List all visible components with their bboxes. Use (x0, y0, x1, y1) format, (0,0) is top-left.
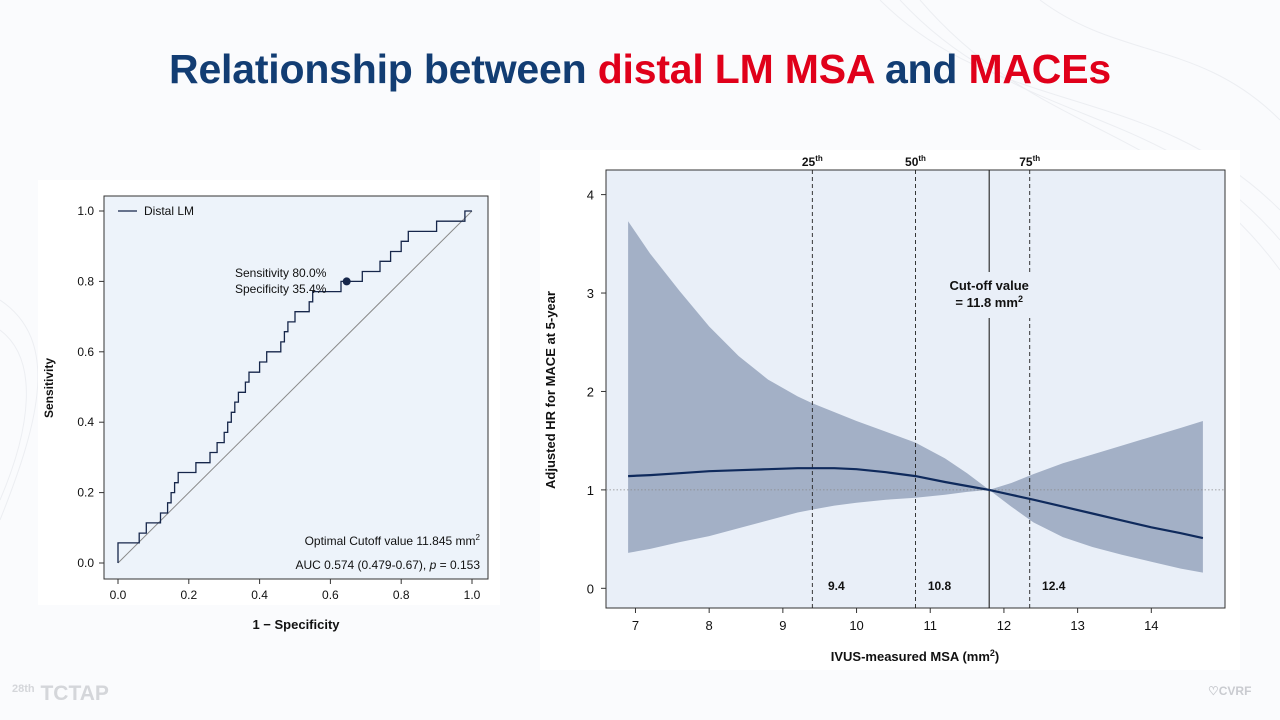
title-part-1: Relationship between (169, 46, 598, 92)
roc-cutoff-annotation: Optimal Cutoff value 11.845 mm2 (305, 533, 481, 548)
title-part-4: MACEs (968, 46, 1111, 92)
roc-y-tick-label: 0.2 (77, 486, 94, 500)
spline-cutoff-label-line2: = 11.8 mm2 (955, 294, 1023, 310)
roc-x-tick-label: 0.4 (251, 588, 268, 602)
roc-x-tick-label: 0.2 (180, 588, 197, 602)
spline-y-tick-label: 3 (587, 286, 594, 301)
roc-y-tick-label: 0.6 (77, 345, 94, 359)
spline-y-tick-label: 4 (587, 188, 594, 203)
spline-x-tick-label: 8 (706, 618, 713, 633)
spline-x-tick-label: 10 (849, 618, 863, 633)
roc-reference-line (117, 210, 473, 564)
spline-percentile-value: 10.8 (928, 579, 952, 593)
spline-x-tick-label: 12 (997, 618, 1011, 633)
roc-x-tick-label: 1.0 (464, 588, 481, 602)
spline-y-tick-label: 0 (587, 581, 594, 596)
spline-x-tick-label: 9 (779, 618, 786, 633)
roc-y-tick-label: 1.0 (77, 204, 94, 218)
spline-x-tick-label: 7 (632, 618, 639, 633)
spline-percentile-value: 12.4 (1042, 579, 1066, 593)
slide-title: Relationship between distal LM MSA and M… (0, 46, 1280, 93)
spline-x-tick-label: 14 (1144, 618, 1158, 633)
roc-optimal-point (342, 277, 351, 286)
footer-cvrf-logo: ♡CVRF (1208, 684, 1251, 698)
spline-percentile-value: 9.4 (828, 579, 845, 593)
footer-tctap: TCTAP (40, 682, 109, 705)
roc-auc-annotation: AUC 0.574 (0.479-0.67), p = 0.153 (296, 558, 481, 572)
roc-x-axis-label: 1 − Specificity (252, 617, 340, 632)
spline-x-tick-label: 13 (1070, 618, 1084, 633)
heart-icon: ♡ (1208, 684, 1219, 698)
roc-point-sensitivity: Sensitivity 80.0% (235, 266, 327, 280)
roc-x-tick-label: 0.0 (110, 588, 127, 602)
spline-y-axis-label: Adjusted HR for MACE at 5-year (543, 291, 558, 489)
title-part-2: distal LM MSA (597, 46, 874, 92)
roc-legend-label: Distal LM (144, 204, 194, 218)
roc-y-axis-label: Sensitivity (42, 358, 56, 418)
spline-hr-curve (628, 467, 1204, 540)
title-part-3: and (873, 46, 969, 92)
roc-y-tick-label: 0.8 (77, 274, 94, 288)
roc-y-tick-label: 0.0 (77, 556, 94, 570)
spline-cutoff-label-line1: Cut-off value (949, 278, 1028, 293)
roc-y-tick-label: 0.4 (77, 415, 94, 429)
roc-curve-distal-lm (117, 210, 472, 563)
spline-y-tick-label: 1 (587, 483, 594, 498)
spline-y-tick-label: 2 (587, 384, 594, 399)
footer-edition: 28th (12, 683, 35, 695)
spline-confidence-band (628, 221, 1203, 573)
roc-point-specificity: Specificity 35.4% (235, 282, 327, 296)
spline-cutoff-label-bg (937, 272, 1042, 318)
spline-x-axis-label: IVUS-measured MSA (mm2) (831, 648, 1000, 664)
roc-x-tick-label: 0.6 (322, 588, 339, 602)
footer-cvrf: CVRF (1218, 684, 1252, 698)
roc-plot-area (103, 195, 489, 580)
roc-x-tick-label: 0.8 (393, 588, 410, 602)
spline-x-tick-label: 11 (923, 618, 937, 633)
footer-tctap-logo: 28th TCTAP (12, 682, 109, 706)
